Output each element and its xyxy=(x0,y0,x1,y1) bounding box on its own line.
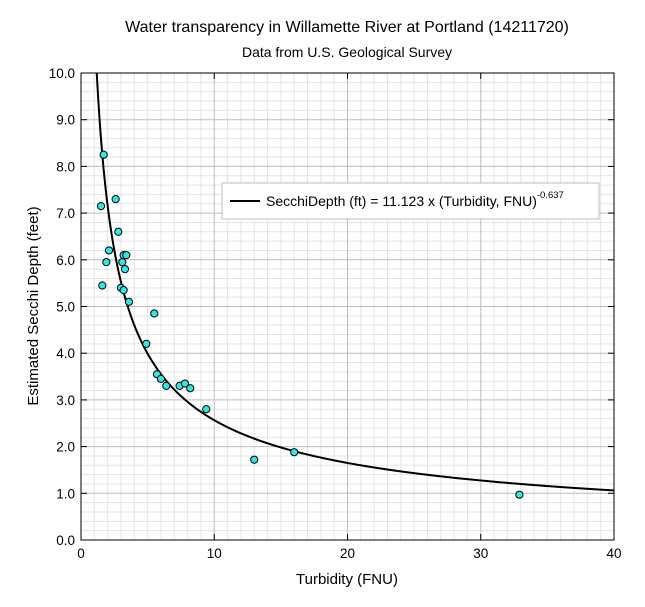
x-tick-label: 30 xyxy=(473,546,488,561)
data-point xyxy=(114,227,123,236)
data-point xyxy=(250,455,259,464)
y-tick-label: 5.0 xyxy=(56,300,75,315)
data-point xyxy=(142,339,151,348)
chart-title: Water transparency in Willamette River a… xyxy=(125,19,569,36)
x-tick-label: 0 xyxy=(77,546,85,561)
y-tick-label: 1.0 xyxy=(56,486,75,501)
data-point xyxy=(104,246,114,255)
y-tick-label: 4.0 xyxy=(56,346,75,361)
legend-fit-label: SecchiDepth (ft) = 11.123 x (Turbidity, … xyxy=(266,190,564,209)
legend-fit-equation: SecchiDepth (ft) = 11.123 x (Turbidity, … xyxy=(266,193,537,209)
fit-curve xyxy=(95,72,615,492)
x-tick-labels: 0 10 20 30 40 xyxy=(77,546,621,561)
axis-ticks xyxy=(80,72,615,541)
data-point xyxy=(150,309,159,318)
chart-subtitle: Data from U.S. Geological Survey xyxy=(242,44,452,60)
data-point xyxy=(99,150,108,159)
data-point xyxy=(122,251,131,260)
data-point xyxy=(102,258,111,267)
y-axis-label: Estimated Secchi Depth (feet) xyxy=(25,206,42,405)
y-tick-label: 10.0 xyxy=(49,66,75,81)
y-tick-label: 2.0 xyxy=(56,440,75,455)
x-tick-label: 20 xyxy=(340,546,355,561)
y-tick-label: 0.0 xyxy=(56,533,75,548)
y-tick-labels: 0.0 1.0 2.0 3.0 4.0 5.0 6.0 7.0 8.0 9.0 10.0 xyxy=(49,66,75,548)
legend-box xyxy=(221,182,600,220)
legend: SecchiDepth (ft) = 11.123 x (Turbidity, … xyxy=(221,182,600,220)
data-point xyxy=(124,297,134,306)
fit-curve-layer xyxy=(95,72,615,492)
data-points-layer xyxy=(96,150,524,499)
data-point xyxy=(162,381,171,390)
data-point xyxy=(290,448,299,457)
data-point xyxy=(180,379,190,388)
x-tick-label: 10 xyxy=(207,546,222,561)
y-tick-label: 3.0 xyxy=(56,393,75,408)
data-point xyxy=(96,201,106,211)
y-tick-label: 6.0 xyxy=(56,253,75,268)
data-point xyxy=(186,384,195,393)
y-tick-label: 7.0 xyxy=(56,206,75,221)
data-point xyxy=(202,405,211,414)
y-tick-label: 9.0 xyxy=(56,113,75,128)
y-tick-label: 8.0 xyxy=(56,159,75,174)
data-point xyxy=(156,374,166,383)
data-point xyxy=(111,194,120,204)
legend-fit-exponent: -0.637 xyxy=(537,190,564,201)
data-point xyxy=(118,258,127,267)
data-point xyxy=(119,286,128,295)
data-point xyxy=(515,490,524,499)
x-axis-label: Turbidity (FNU) xyxy=(296,571,398,588)
x-tick-label: 40 xyxy=(606,546,621,561)
data-point xyxy=(98,281,107,290)
data-point xyxy=(120,265,130,274)
